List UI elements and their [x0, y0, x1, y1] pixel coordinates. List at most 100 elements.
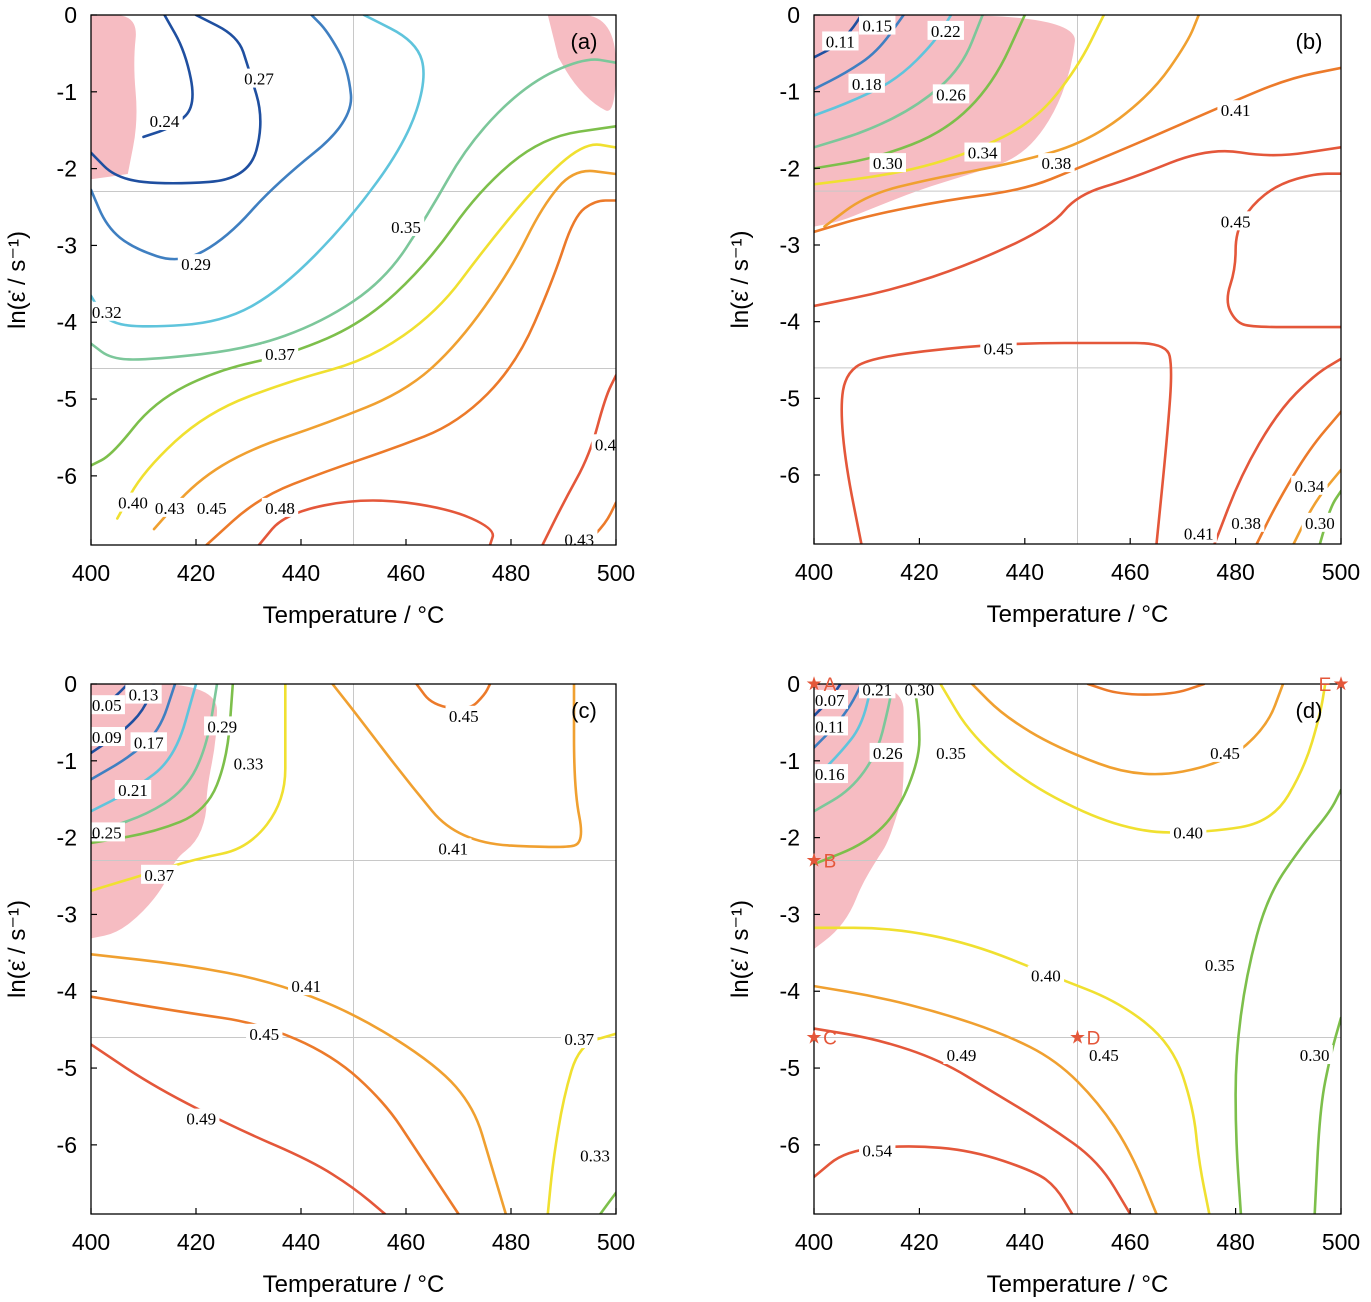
- y-tick-label: -5: [57, 386, 77, 412]
- panel-label: (a): [571, 29, 598, 54]
- contour-line: [91, 125, 616, 467]
- contour-label-bg: [561, 1029, 598, 1049]
- contour-line: [152, 169, 616, 531]
- contour-label: 0.41: [1221, 101, 1251, 120]
- contour-label: 0.43: [564, 531, 594, 550]
- y-tick-label: -2: [780, 155, 800, 181]
- contour-line: [91, 58, 616, 361]
- contour-label: 0.37: [265, 345, 295, 364]
- contour-label-bg: [859, 1140, 896, 1160]
- point-label: A: [824, 675, 837, 696]
- chart-panel-4: 0.07 0.21 0.30 0.11 0.26 0.35 0.16 0.45 0.40 0.35…: [727, 671, 1360, 1298]
- contour-label: 0.45: [197, 499, 227, 518]
- contour-line: [116, 143, 616, 520]
- contour-label-bg: [114, 780, 152, 799]
- plot-area: 0.24 0.27 0.29 0.32 0.35 0.37 0.40 0.43 0.45 0.48…: [91, 15, 616, 550]
- contour-label-bg: [980, 338, 1017, 358]
- contour-line: [541, 374, 616, 545]
- contour-label: 0.38: [1231, 514, 1261, 533]
- contour-label-bg: [1201, 954, 1238, 974]
- contour-label: 0.37: [564, 1030, 594, 1049]
- contour-label: 0.15: [862, 17, 892, 36]
- x-tick-label: 500: [1322, 1229, 1360, 1255]
- y-tick-label: -3: [780, 901, 800, 927]
- x-tick-label: 460: [387, 560, 425, 586]
- instability-region: [814, 15, 1075, 227]
- contour-label-bg: [445, 705, 482, 725]
- contour-label-bg: [1291, 475, 1328, 495]
- contour-line: [257, 499, 495, 545]
- contour-label: 0.45: [1221, 212, 1251, 231]
- instability-region: [91, 15, 137, 180]
- y-tick-label: -4: [780, 978, 801, 1004]
- contour-line: [814, 1027, 1132, 1214]
- x-tick-label: 420: [177, 1229, 215, 1255]
- contour-label-bg: [927, 20, 964, 40]
- contour-line: [823, 15, 1200, 228]
- contour-label: 0.16: [815, 765, 845, 784]
- plot-area: 0.11 0.15 0.22 0.18 0.26 0.30 0.34 0.38 0.41 0.45…: [814, 15, 1341, 544]
- x-tick-label: 400: [72, 560, 110, 586]
- x-tick-label: 440: [282, 1229, 320, 1255]
- contour-label-bg: [1227, 512, 1265, 532]
- contour-line: [814, 984, 1158, 1214]
- x-tick-label: 440: [282, 560, 320, 586]
- contour-line: [939, 684, 1327, 834]
- contour-label-bg: [561, 529, 598, 545]
- x-tick-label: 400: [795, 559, 833, 585]
- contour-label: 0.41: [291, 977, 321, 996]
- contour-label: 0.29: [207, 717, 237, 736]
- contour-label-bg: [141, 864, 178, 884]
- contour-line: [970, 684, 1285, 776]
- y-tick-label: -2: [57, 156, 77, 182]
- contour-label: 0.26: [936, 85, 966, 104]
- contour-line: [1086, 684, 1206, 696]
- contour-label-bg: [177, 254, 215, 274]
- contour-line: [814, 684, 921, 866]
- contour-label-bg: [193, 497, 230, 517]
- contour-line: [1255, 410, 1341, 544]
- y-tick-label: -3: [780, 232, 800, 258]
- contour-line: [1213, 357, 1341, 544]
- contour-label: 0.32: [92, 303, 122, 322]
- contour-label-bg: [1169, 822, 1207, 842]
- plot-frame: [90, 14, 617, 546]
- contour-label-bg: [932, 742, 970, 762]
- contour-label: 0.45: [249, 1025, 279, 1044]
- y-tick-label: -2: [57, 825, 77, 851]
- y-tick-label: 0: [787, 2, 800, 28]
- x-tick-label: 440: [1006, 559, 1044, 585]
- contour-label-bg: [387, 217, 425, 236]
- panel-label: (b): [1296, 29, 1323, 54]
- contour-line: [91, 1043, 387, 1214]
- x-axis-label: Temperature / °C: [263, 602, 445, 629]
- contour-label-bg: [869, 742, 906, 762]
- star-marker: ★: [1332, 674, 1349, 695]
- contour-label: 0.38: [1042, 154, 1072, 173]
- y-tick-label: -4: [57, 978, 78, 1004]
- chart-panel-3: 0.05 0.13 0.09 0.17 0.29 0.33 0.21 0.25 0.37 0.45…: [4, 671, 635, 1298]
- contour-line: [1226, 172, 1341, 329]
- contour-label: 0.11: [815, 717, 844, 736]
- contour-line: [91, 15, 425, 328]
- contour-line: [1234, 788, 1341, 1214]
- plot-area: 0.05 0.13 0.09 0.17 0.29 0.33 0.21 0.25 0.37 0.45…: [91, 684, 616, 1214]
- x-tick-label: 420: [177, 560, 215, 586]
- contour-line: [814, 15, 905, 91]
- contour-label-bg: [91, 695, 125, 715]
- y-axis-label: ln(ε̇ / s⁻¹): [4, 900, 31, 998]
- contour-label-bg: [814, 764, 849, 784]
- contour-label-bg: [576, 1145, 614, 1165]
- contour-label-bg: [1085, 1045, 1123, 1064]
- contour-label-bg: [130, 732, 167, 752]
- y-tick-label: -3: [57, 901, 77, 927]
- contour-label: 0.30: [1305, 514, 1335, 533]
- contour-label-bg: [240, 68, 278, 88]
- x-tick-label: 500: [1322, 559, 1360, 585]
- contour-line: [599, 1191, 616, 1214]
- contour-label: 0.30: [873, 154, 903, 173]
- contour-label-bg: [91, 727, 125, 746]
- contour-label-bg: [261, 344, 299, 364]
- contour-label: 0.49: [947, 1046, 977, 1065]
- y-tick-label: -5: [780, 385, 800, 411]
